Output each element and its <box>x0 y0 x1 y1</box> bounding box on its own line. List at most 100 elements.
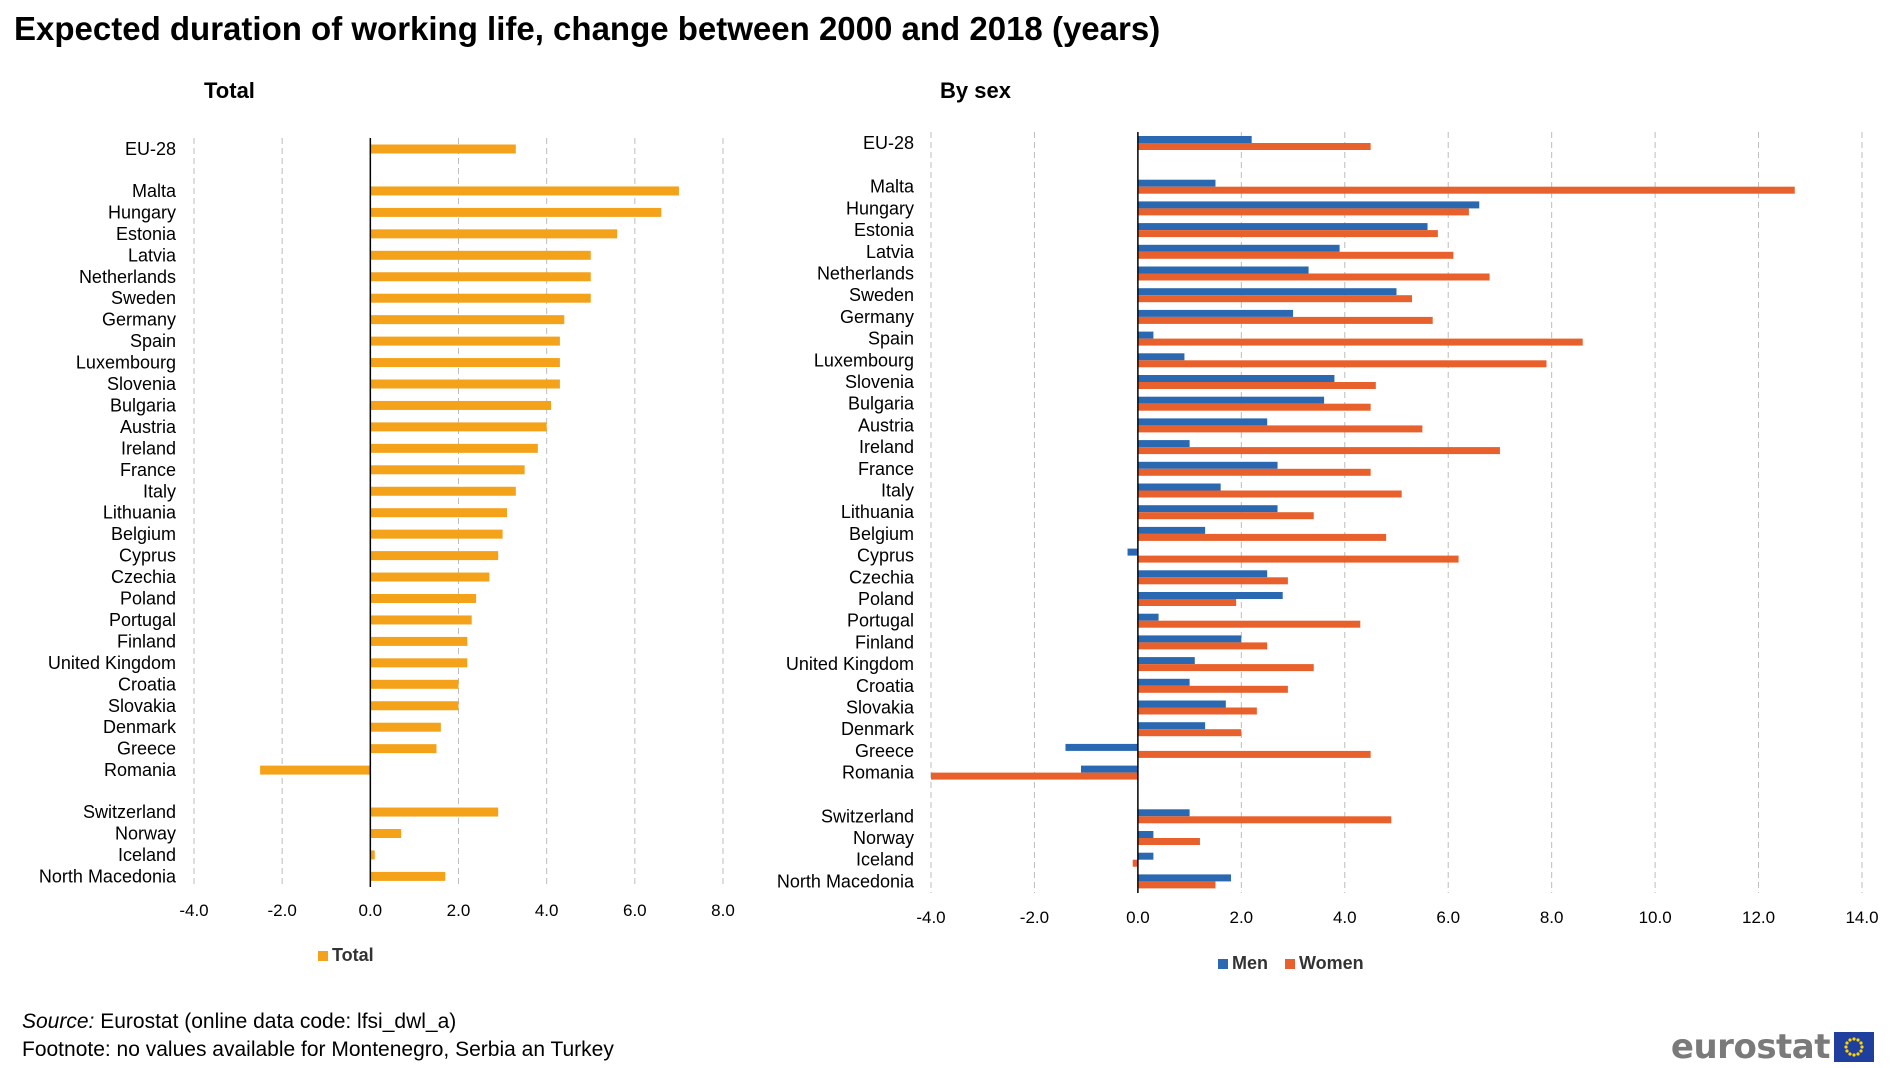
p1-bar-women-spain <box>1137 338 1583 346</box>
p1-bar-men-austria <box>1137 418 1268 426</box>
p1-bar-men-romania <box>1080 765 1138 773</box>
p1-bar-women-lithuania <box>1137 512 1314 520</box>
p1-x-tick-label: 0.0 <box>1126 908 1150 927</box>
p1-bar-women-iceland <box>1132 859 1138 867</box>
p1-bar-men-spain <box>1137 331 1154 339</box>
p1-category-label-north-macedonia: North Macedonia <box>777 871 915 891</box>
p1-bar-men-denmark <box>1137 722 1206 730</box>
p0-bar-total-iceland <box>370 850 375 860</box>
p1-category-label-ireland: Ireland <box>859 437 914 457</box>
p1-bar-men-france <box>1137 461 1278 469</box>
p1-bar-women-austria <box>1137 425 1423 433</box>
p0-bar-total-norway <box>370 829 402 838</box>
p1-bar-women-bulgaria <box>1137 403 1371 411</box>
p1-bar-men-czechia <box>1137 570 1268 578</box>
p0-x-tick-label: 0.0 <box>359 901 383 920</box>
p1-bar-men-belgium <box>1137 526 1206 534</box>
p0-bar-total-eu-28 <box>370 144 516 154</box>
p1-bar-women-netherlands <box>1137 273 1490 281</box>
p0-category-label-bulgaria: Bulgaria <box>110 395 177 415</box>
p0-category-label-romania: Romania <box>104 760 177 780</box>
p0-bar-total-romania <box>260 765 371 775</box>
p0-category-label-latvia: Latvia <box>128 245 177 265</box>
p1-legend-swatch-men <box>1218 959 1228 969</box>
source-note: Source: Eurostat (online data code: lfsi… <box>22 1010 456 1034</box>
p0-legend-label-total: Total <box>332 945 374 965</box>
p1-bar-women-slovenia <box>1137 382 1376 389</box>
p0-x-tick-label: -2.0 <box>268 901 297 920</box>
p1-category-label-germany: Germany <box>840 307 914 327</box>
p0-bar-total-italy <box>370 486 516 496</box>
p1-bar-women-luxembourg <box>1137 360 1547 368</box>
p1-category-label-iceland: Iceland <box>856 850 914 870</box>
p1-category-label-croatia: Croatia <box>856 676 915 696</box>
p0-category-label-spain: Spain <box>130 331 176 351</box>
p0-bar-total-switzerland <box>370 807 499 817</box>
p1-legend-label-women: Women <box>1299 953 1364 973</box>
p0-bar-total-slovenia <box>370 379 560 389</box>
p0-bar-total-united-kingdom <box>370 658 468 668</box>
p0-bar-total-estonia <box>370 229 618 239</box>
p1-bar-men-finland <box>1137 635 1242 643</box>
p0-x-tick-label: 4.0 <box>535 901 559 920</box>
p0-category-label-iceland: Iceland <box>118 845 176 865</box>
p1-bar-men-switzerland <box>1137 809 1190 817</box>
p0-bar-total-north-macedonia <box>370 871 446 881</box>
p1-x-tick-label: 8.0 <box>1540 908 1564 927</box>
p0-bar-total-malta <box>370 186 679 196</box>
panel-title-by-sex: By sex <box>940 78 1011 103</box>
p1-bar-women-hungary <box>1137 208 1469 216</box>
p1-bar-women-croatia <box>1137 685 1288 693</box>
p1-bar-men-lithuania <box>1137 505 1278 513</box>
p0-category-label-cyprus: Cyprus <box>119 546 176 566</box>
p0-bar-total-croatia <box>370 679 459 689</box>
p0-x-tick-label: 2.0 <box>447 901 471 920</box>
p1-category-label-france: France <box>858 459 914 479</box>
p1-category-label-cyprus: Cyprus <box>857 546 914 566</box>
p1-category-label-hungary: Hungary <box>846 198 914 218</box>
p0-category-label-france: France <box>120 460 176 480</box>
p0-category-label-luxembourg: Luxembourg <box>76 353 176 373</box>
p1-category-label-denmark: Denmark <box>841 719 915 739</box>
p1-bar-women-belgium <box>1137 533 1387 541</box>
source-label: Source: <box>22 1010 95 1033</box>
p0-category-label-switzerland: Switzerland <box>83 802 176 822</box>
p1-bar-women-cyprus <box>1137 555 1459 563</box>
p1-x-tick-label: 10.0 <box>1639 908 1672 927</box>
p1-category-label-malta: Malta <box>870 177 915 197</box>
p0-bar-total-greece <box>370 744 437 754</box>
p1-bar-men-italy <box>1137 483 1221 491</box>
p1-x-tick-label: 6.0 <box>1436 908 1460 927</box>
p0-x-tick-label: 6.0 <box>623 901 647 920</box>
p1-category-label-spain: Spain <box>868 329 914 349</box>
p0-bar-total-france <box>370 465 525 475</box>
p1-bar-men-malta <box>1137 179 1216 187</box>
panel-title-total: Total <box>204 78 255 103</box>
p1-bar-men-estonia <box>1137 223 1428 231</box>
p1-category-label-latvia: Latvia <box>866 242 915 262</box>
p1-x-tick-label: 4.0 <box>1333 908 1357 927</box>
p1-bar-women-norway <box>1137 838 1200 845</box>
p1-bar-women-greece <box>1137 750 1371 758</box>
p1-bar-women-germany <box>1137 316 1433 324</box>
p1-category-label-greece: Greece <box>855 741 914 761</box>
p0-x-tick-label: -4.0 <box>179 901 208 920</box>
p1-bar-men-bulgaria <box>1137 396 1325 404</box>
p0-bar-total-poland <box>370 594 477 603</box>
p0-category-label-finland: Finland <box>117 631 176 651</box>
p1-bar-women-ireland <box>1137 447 1500 455</box>
p1-legend-label-men: Men <box>1232 953 1268 973</box>
p1-bar-men-slovenia <box>1137 375 1335 382</box>
p1-x-tick-label: 14.0 <box>1845 908 1878 927</box>
p0-category-label-hungary: Hungary <box>108 202 176 222</box>
p0-bar-total-portugal <box>370 615 472 625</box>
p1-bar-men-latvia <box>1137 244 1340 252</box>
p1-bar-men-slovakia <box>1137 700 1226 708</box>
p1-bar-women-eu-28 <box>1137 143 1371 150</box>
p1-category-label-italy: Italy <box>881 481 914 501</box>
p1-category-label-norway: Norway <box>853 828 914 848</box>
p0-category-label-belgium: Belgium <box>111 524 176 544</box>
eu-flag-icon <box>1834 1032 1874 1062</box>
p1-bar-men-germany <box>1137 309 1294 317</box>
